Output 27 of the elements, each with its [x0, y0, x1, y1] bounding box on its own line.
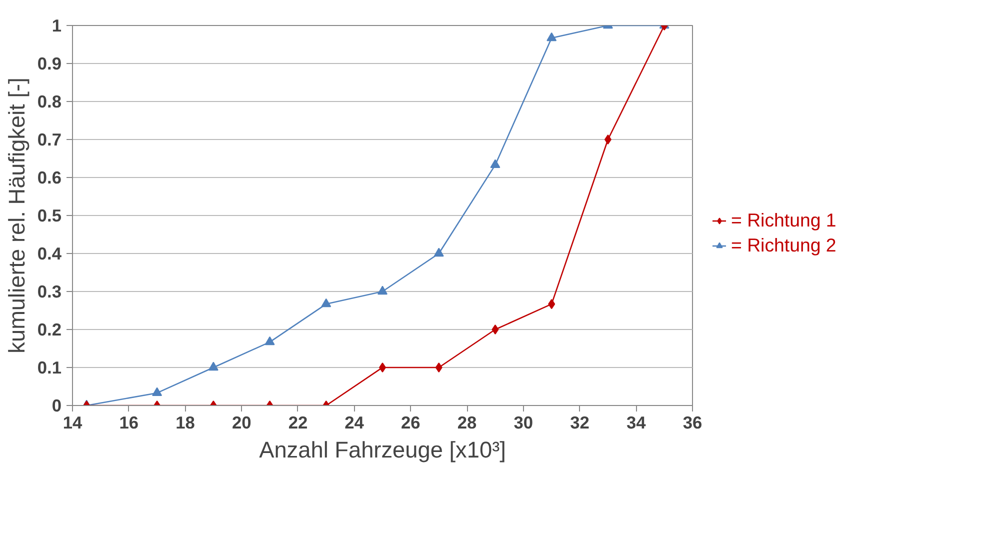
- x-tick-label: 30: [514, 412, 534, 432]
- y-axis-title: kumulierte rel. Häufigkeit [-]: [3, 78, 30, 354]
- y-tick-label: 0.3: [37, 282, 62, 302]
- y-tick-label: 0.2: [37, 320, 62, 340]
- y-tick-label: 0.9: [37, 54, 62, 74]
- y-tick-label: 0.4: [37, 244, 62, 264]
- x-tick-label: 26: [401, 412, 421, 432]
- x-tick-label: 22: [288, 412, 308, 432]
- y-tick-label: 0: [52, 396, 62, 416]
- x-tick-label: 24: [344, 412, 364, 432]
- y-tick-label: 0.5: [37, 206, 62, 226]
- x-tick-label: 18: [176, 412, 196, 432]
- x-tick-label: 34: [626, 412, 646, 432]
- x-tick-label: 16: [119, 412, 139, 432]
- x-tick-label: 32: [570, 412, 590, 432]
- y-tick-label: 0.1: [37, 358, 62, 378]
- y-tick-label: 0.8: [37, 92, 62, 112]
- legend-label: = Richtung 2: [731, 234, 836, 256]
- x-tick-label: 20: [232, 412, 252, 432]
- x-tick-label: 36: [682, 412, 702, 432]
- y-tick-label: 1: [52, 16, 62, 36]
- x-tick-label: 28: [457, 412, 478, 432]
- x-tick-label: 14: [62, 412, 82, 432]
- y-tick-label: 0.6: [37, 168, 62, 188]
- x-axis-title: Anzahl Fahrzeuge [x10³]: [259, 436, 506, 462]
- legend-label: = Richtung 1: [731, 209, 836, 231]
- y-tick-label: 0.7: [37, 130, 62, 150]
